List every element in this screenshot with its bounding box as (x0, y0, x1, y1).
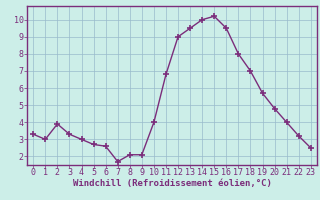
X-axis label: Windchill (Refroidissement éolien,°C): Windchill (Refroidissement éolien,°C) (73, 179, 271, 188)
